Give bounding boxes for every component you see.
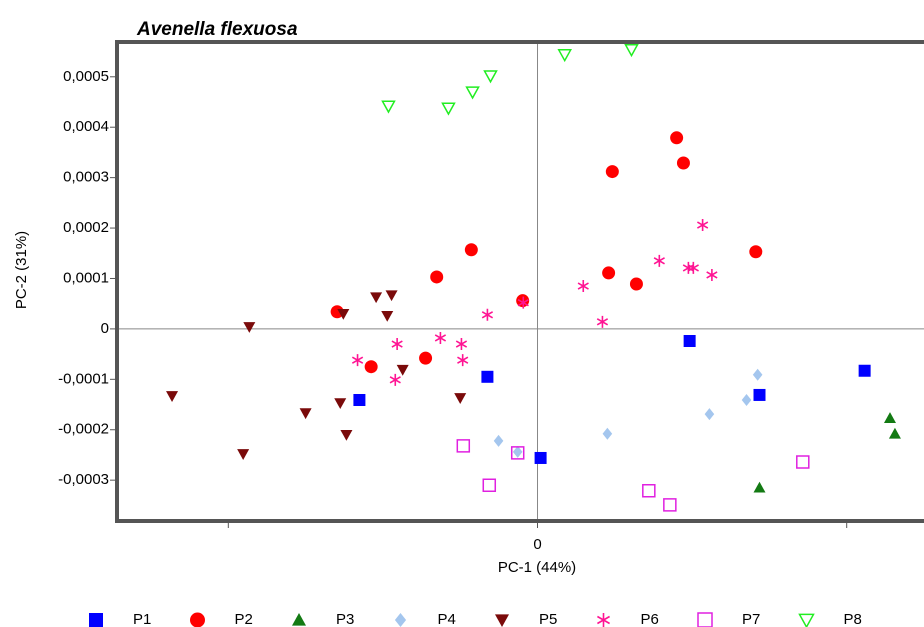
data-point (465, 86, 480, 100)
data-point (687, 261, 699, 274)
data-point (858, 364, 871, 377)
data-point (391, 338, 403, 351)
data-point (456, 439, 471, 453)
x-tick-label: 0 (533, 536, 541, 553)
data-point (441, 102, 456, 116)
data-point (753, 481, 766, 493)
data-point (299, 408, 312, 420)
data-point (483, 70, 498, 84)
legend-label: P7 (742, 611, 760, 627)
data-point (642, 483, 656, 498)
data-point (753, 388, 766, 401)
data-point (512, 445, 523, 458)
data-point (682, 261, 695, 274)
data-point (741, 393, 752, 406)
data-point (796, 455, 810, 469)
data-point (752, 368, 763, 381)
legend-label: P1 (133, 611, 151, 627)
data-point (888, 427, 901, 439)
y-tick-label: 0,0001 (63, 269, 109, 286)
legend-label: P6 (641, 611, 659, 627)
data-point (596, 315, 609, 328)
y-tick-label: -0,0001 (58, 370, 109, 387)
data-point (237, 449, 250, 460)
data-point (419, 351, 433, 365)
data-point (353, 393, 366, 406)
data-point (663, 498, 677, 512)
data-point (683, 334, 696, 347)
legend-label: P5 (539, 611, 557, 627)
y-tick-label: 0 (101, 320, 109, 337)
data-point (389, 373, 401, 386)
data-point (676, 156, 690, 170)
y-tick-label: -0,0002 (58, 421, 109, 438)
legend-marker (697, 612, 713, 627)
data-point (337, 308, 350, 320)
y-axis-label: PC-2 (31%) (13, 231, 30, 309)
legend-marker (597, 613, 610, 627)
data-point (629, 277, 643, 291)
data-point (482, 478, 497, 492)
data-point (385, 290, 398, 302)
x-axis-label: PC-1 (44%) (498, 559, 576, 576)
data-point (330, 305, 344, 319)
data-point (434, 331, 447, 344)
data-point (577, 280, 589, 293)
data-point (457, 354, 469, 367)
data-point (706, 268, 718, 281)
data-point (534, 451, 547, 464)
y-tick-label: 0,0005 (63, 68, 109, 85)
data-point (670, 131, 684, 145)
legend-marker (495, 614, 509, 627)
legend-label: P8 (844, 611, 862, 627)
y-tick-label: 0,0003 (63, 169, 109, 186)
data-point (517, 296, 529, 309)
data-point (557, 49, 572, 63)
data-point (396, 364, 409, 376)
data-point (166, 391, 179, 402)
data-point (602, 427, 613, 440)
data-point (454, 393, 467, 404)
data-point (510, 446, 525, 460)
data-point (364, 360, 378, 374)
chart-title: Avenella flexuosa (136, 19, 298, 40)
legend-label: P2 (235, 611, 253, 627)
legend-marker (190, 612, 205, 627)
data-point (464, 243, 478, 257)
legend-marker (394, 613, 407, 627)
legend-marker (89, 613, 103, 627)
data-point (351, 354, 364, 367)
legend-label: P4 (438, 611, 456, 627)
data-point (381, 310, 394, 322)
y-tick-label: 0,0002 (63, 219, 109, 236)
data-point (340, 429, 353, 441)
data-point (243, 322, 256, 333)
data-point (493, 434, 504, 447)
data-point (624, 44, 639, 58)
legend-label: P3 (336, 611, 354, 627)
data-point (749, 245, 763, 259)
data-point (696, 219, 709, 232)
data-point (605, 165, 619, 179)
data-point (602, 266, 616, 280)
data-point (430, 270, 444, 284)
y-tick-label: -0,0003 (58, 471, 109, 488)
data-point (883, 412, 896, 423)
data-point (481, 308, 494, 321)
data-point (704, 408, 715, 421)
y-tick-label: 0,0004 (63, 118, 109, 135)
data-point (334, 398, 347, 410)
data-point (653, 254, 665, 267)
data-point (381, 100, 396, 114)
plot-frame (115, 40, 924, 523)
data-point (455, 338, 468, 351)
data-point (370, 292, 383, 304)
data-point (481, 370, 494, 383)
legend-marker (798, 613, 815, 627)
legend-marker (292, 613, 306, 626)
